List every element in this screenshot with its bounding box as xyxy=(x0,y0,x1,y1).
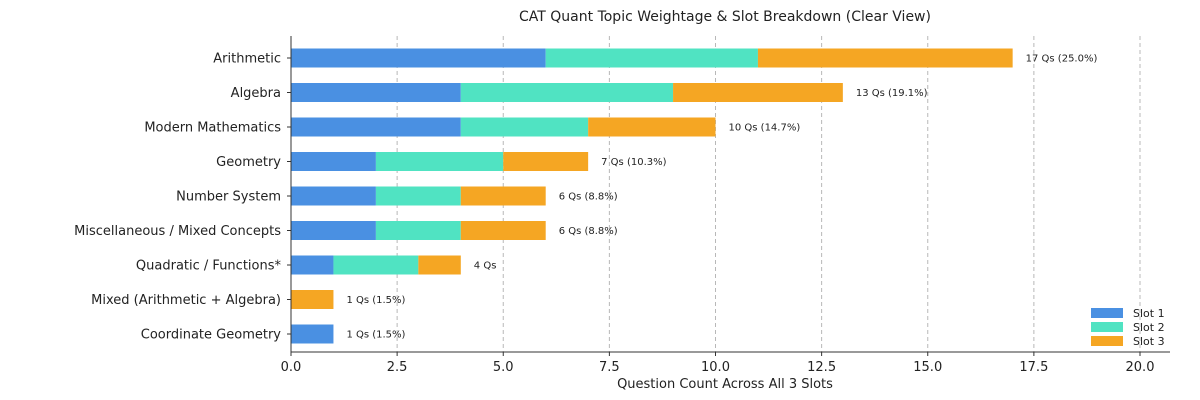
bar-segment-slot-1 xyxy=(291,152,376,171)
category-label: Geometry xyxy=(216,155,281,170)
bar-segment-slot-2 xyxy=(375,186,461,206)
legend-label: Slot 1 xyxy=(1133,307,1165,320)
category-label: Coordinate Geometry xyxy=(141,328,282,343)
bar-total-label: 6 Qs (8.8%) xyxy=(559,192,618,203)
axes xyxy=(287,36,1170,356)
category-labels: Arithmetic Algebra Modern Mathematics Geome… xyxy=(74,52,281,343)
bar-segment-slot-3 xyxy=(673,83,843,102)
bar-segment-slot-2 xyxy=(545,48,758,68)
x-tick-label: 20.0 xyxy=(1126,360,1155,375)
x-tick-label: 10.0 xyxy=(701,360,730,375)
x-tick-label: 15.0 xyxy=(913,360,942,375)
bar-segment-slot-1 xyxy=(291,221,376,240)
chart-title: CAT Quant Topic Weightage & Slot Breakdo… xyxy=(519,9,931,25)
x-axis-label: Question Count Across All 3 Slots xyxy=(617,377,833,392)
legend-swatch-slot-3 xyxy=(1091,336,1123,346)
bar-segment-slot-1 xyxy=(291,48,546,68)
category-label: Mixed (Arithmetic + Algebra) xyxy=(91,293,281,308)
bar-total-label: 1 Qs (1.5%) xyxy=(346,295,405,306)
bar-total-label: 13 Qs (19.1%) xyxy=(856,88,928,99)
category-label: Arithmetic xyxy=(213,52,281,67)
category-label: Quadratic / Functions* xyxy=(136,259,282,274)
legend-swatch-slot-2 xyxy=(1091,322,1123,332)
x-tick-label: 2.5 xyxy=(387,360,408,375)
bar-segment-slot-3 xyxy=(503,152,589,171)
category-label: Modern Mathematics xyxy=(144,121,281,136)
x-tick-label: 12.5 xyxy=(807,360,836,375)
legend-swatch-slot-1 xyxy=(1091,308,1123,318)
category-label: Number System xyxy=(176,190,281,205)
bar-segment-slot-1 xyxy=(291,83,461,102)
bar-segment-slot-3 xyxy=(757,48,1013,68)
legend-label: Slot 3 xyxy=(1133,335,1165,348)
bar-segment-slot-1 xyxy=(291,186,376,206)
category-label: Miscellaneous / Mixed Concepts xyxy=(74,224,281,239)
bar-total-label: 17 Qs (25.0%) xyxy=(1026,54,1098,65)
bar-segment-slot-2 xyxy=(460,117,589,137)
x-tick-label: 0.0 xyxy=(281,360,302,375)
bar-total-label: 4 Qs xyxy=(474,261,497,272)
data-labels: 17 Qs (25.0%) 13 Qs (19.1%) 10 Qs (14.7%) 7… xyxy=(346,54,1097,341)
bar-segment-slot-1 xyxy=(291,117,461,137)
legend-label: Slot 2 xyxy=(1133,321,1165,334)
bar-segment-slot-2 xyxy=(460,83,674,102)
bar-total-label: 7 Qs (10.3%) xyxy=(601,157,666,168)
x-tick-label: 17.5 xyxy=(1019,360,1048,375)
bar-segment-slot-2 xyxy=(333,255,419,275)
bar-segment-slot-1 xyxy=(291,255,334,275)
x-tick-labels: 0.0 2.5 5.0 7.5 10.0 12.5 15.0 17.5 20.0 xyxy=(281,360,1155,375)
bar-segment-slot-3 xyxy=(460,221,546,240)
bars xyxy=(291,48,1013,344)
bar-total-label: 1 Qs (1.5%) xyxy=(346,330,405,341)
bar-segment-slot-3 xyxy=(588,117,716,137)
bar-segment-slot-3 xyxy=(291,290,334,309)
x-tick-label: 7.5 xyxy=(599,360,620,375)
category-label: Algebra xyxy=(231,86,281,101)
x-tick-label: 5.0 xyxy=(493,360,514,375)
bar-segment-slot-2 xyxy=(375,221,461,240)
bar-segment-slot-2 xyxy=(375,152,504,171)
bar-segment-slot-3 xyxy=(418,255,461,275)
bar-total-label: 6 Qs (8.8%) xyxy=(559,226,618,237)
bar-segment-slot-1 xyxy=(291,324,334,344)
bar-total-label: 10 Qs (14.7%) xyxy=(729,123,801,134)
bar-segment-slot-3 xyxy=(460,186,546,206)
